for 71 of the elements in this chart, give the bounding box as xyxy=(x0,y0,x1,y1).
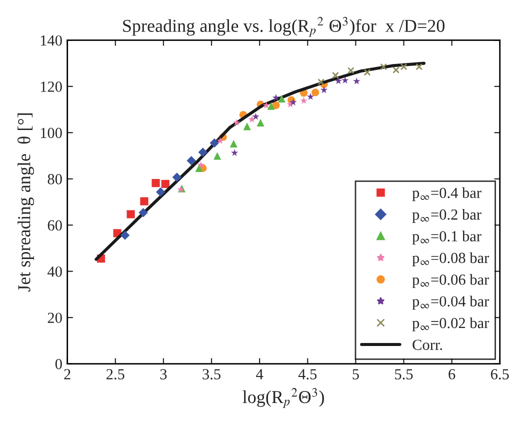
point xyxy=(138,208,148,218)
point xyxy=(230,149,238,156)
x-tick-label: 5.5 xyxy=(395,369,413,380)
point xyxy=(312,88,320,96)
point xyxy=(232,118,240,126)
x-tick-label: 2.5 xyxy=(106,369,124,380)
point xyxy=(353,78,360,84)
point xyxy=(230,140,238,148)
x-tick-label: 3 xyxy=(160,369,167,380)
legend-label: p$_{∞}$=0.1 bar xyxy=(412,230,482,245)
point xyxy=(186,156,196,166)
point xyxy=(156,187,166,197)
point xyxy=(195,164,203,172)
point xyxy=(272,94,280,101)
x-tick-label: 6.5 xyxy=(490,369,509,380)
point xyxy=(400,63,408,70)
point xyxy=(197,161,205,168)
point xyxy=(256,118,264,127)
point xyxy=(320,86,328,94)
point xyxy=(152,178,160,188)
y-tick-label: 20 xyxy=(48,312,62,324)
y-tick-label: 60 xyxy=(48,220,62,231)
y-tick-label: 140 xyxy=(40,35,62,46)
point xyxy=(347,66,354,74)
x-tick-label: 3.5 xyxy=(202,369,220,380)
y-tick-label: 120 xyxy=(40,82,62,92)
point xyxy=(278,94,286,102)
point xyxy=(380,63,388,70)
y-tick-label: 100 xyxy=(40,128,62,138)
point xyxy=(334,77,342,84)
point xyxy=(290,98,297,106)
point xyxy=(243,122,251,130)
point xyxy=(210,138,220,148)
point xyxy=(416,63,423,70)
point xyxy=(392,66,400,74)
chart-title: Spreading angle vs. log(R$_{p}$$^{2}$ Θ$^{3}$)for x /D=20 xyxy=(123,16,444,37)
point xyxy=(364,68,371,76)
legend-label: Corr. xyxy=(412,340,442,350)
legend-label: p$_{∞}$=0.04 bar xyxy=(412,296,490,310)
point xyxy=(262,102,270,108)
point xyxy=(252,112,260,120)
point xyxy=(216,137,224,144)
x-tick-label: 4.5 xyxy=(298,369,317,380)
point xyxy=(272,102,280,110)
legend-label: p$_{∞}$=0.06 bar xyxy=(412,274,490,288)
point xyxy=(161,180,170,188)
x-tick-label: 6 xyxy=(448,369,456,380)
point xyxy=(332,72,339,79)
y-tick-label: 40 xyxy=(48,266,62,277)
y-axis-title: Jet spreading angle θ [°] xyxy=(17,113,34,292)
point xyxy=(213,152,222,160)
point xyxy=(126,210,135,218)
point xyxy=(342,76,349,84)
point xyxy=(306,93,314,100)
x-tick-label: 5 xyxy=(352,369,359,380)
point xyxy=(300,96,308,104)
x-tick-label: 4 xyxy=(256,369,264,380)
legend-label: p$_{∞}$=0.2 bar xyxy=(412,208,482,223)
x-tick-label: 2 xyxy=(64,369,70,380)
point xyxy=(318,78,325,86)
point xyxy=(198,148,208,157)
legend-label: p$_{∞}$=0.02 bar xyxy=(412,317,490,332)
point xyxy=(267,102,275,110)
point xyxy=(172,172,182,182)
legend-label: p$_{∞}$=0.08 bar xyxy=(412,252,490,266)
y-tick-label: 80 xyxy=(48,174,62,184)
point xyxy=(140,197,148,206)
point xyxy=(120,230,130,240)
legend-label: p$_{∞}$=0.4 bar xyxy=(412,187,482,202)
y-tick-label: 0 xyxy=(55,358,62,370)
x-axis-title: log(R$_{p}$$^{2}$Θ$^{3}$) xyxy=(242,388,324,408)
